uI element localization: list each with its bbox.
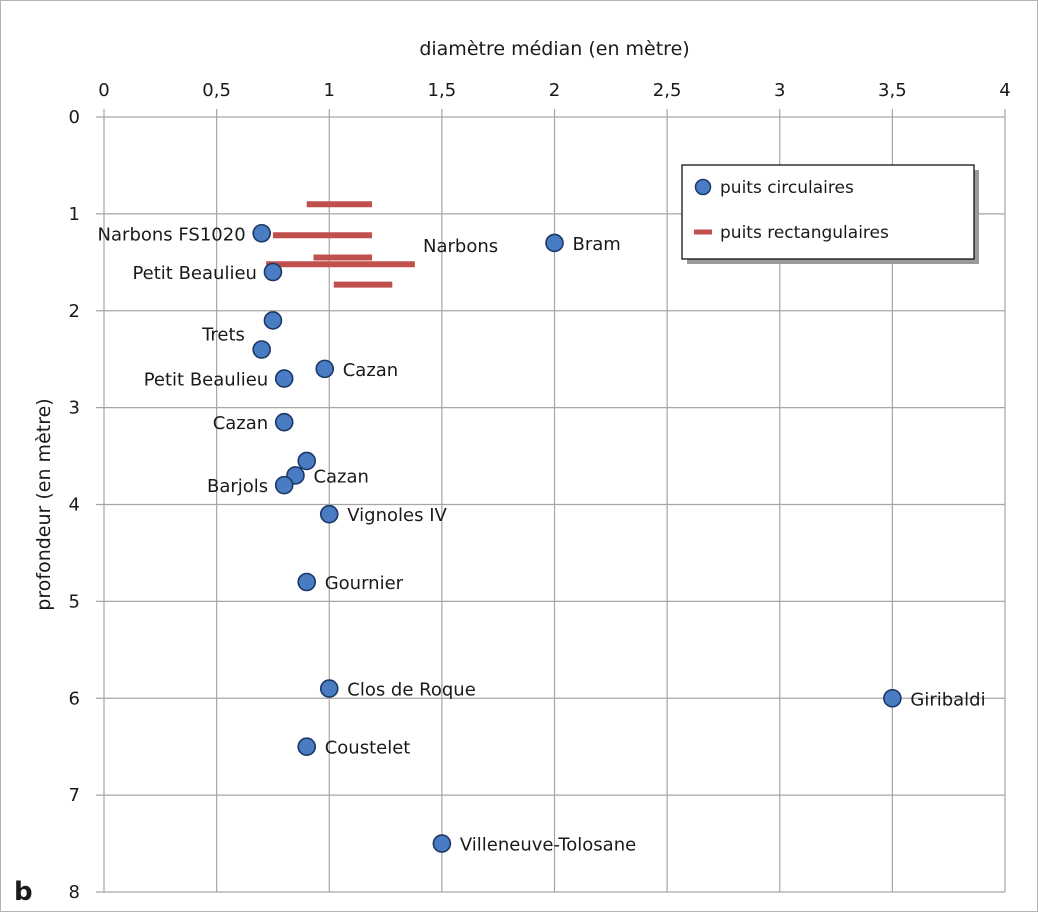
grid	[96, 109, 1006, 893]
y-tick-label: 8	[69, 882, 80, 903]
circle-well-point	[297, 737, 317, 756]
y-tick-label: 5	[69, 591, 80, 612]
rect-group-label: Narbons	[423, 236, 498, 257]
y-axis-title: profondeur (en mètre)	[33, 398, 55, 610]
point-label: Coustelet	[325, 738, 411, 759]
legend-circle-marker	[694, 178, 712, 196]
point-label: Trets	[201, 324, 245, 345]
circle-well-point	[545, 233, 564, 253]
circle-well-point	[274, 412, 294, 432]
circle-well-point	[297, 572, 317, 592]
point-label: Petit Beaulieu	[144, 370, 268, 391]
point-label: Barjols	[207, 476, 268, 497]
x-tick-label: 0,5	[202, 80, 231, 101]
y-tick-label: 4	[69, 495, 80, 516]
rect-wells-series: Narbons	[266, 201, 498, 288]
circle-well-point	[252, 340, 271, 359]
circle-well-point	[432, 834, 452, 853]
circle-well-point	[297, 451, 317, 471]
x-tick-label: 3	[774, 80, 785, 101]
x-tick-label: 1	[324, 80, 335, 101]
legend-box	[681, 164, 975, 260]
point-label: Petit Beaulieu	[132, 263, 256, 284]
point-label: Gournier	[325, 573, 404, 594]
x-tick-label: 3,5	[878, 80, 907, 101]
point-label: Cazan	[213, 413, 269, 434]
y-tick-label: 3	[69, 398, 80, 419]
circle-well-point	[883, 688, 902, 708]
circle-well-point	[274, 369, 294, 388]
point-label: Villeneuve-Tolosane	[460, 835, 636, 856]
y-tick-label: 6	[69, 688, 80, 709]
circle-well-point	[319, 679, 339, 698]
x-tick-label: 1,5	[428, 80, 457, 101]
circle-well-point	[263, 262, 283, 282]
circle-well-point	[319, 504, 339, 524]
circle-wells-series: Narbons FS1020 Bram Petit Beaulieu Trets Caz…	[98, 223, 986, 856]
point-label: Cazan	[343, 360, 399, 381]
point-label: Bram	[573, 234, 621, 255]
point-label: Giribaldi	[910, 689, 985, 710]
y-tick-label: 1	[69, 204, 80, 225]
circle-well-point	[252, 223, 271, 243]
circle-well-point	[274, 475, 294, 495]
x-tick-label: 2	[549, 80, 560, 101]
y-tick-label: 2	[69, 301, 80, 322]
point-label: Vignoles IV	[347, 505, 447, 526]
circle-well-point	[263, 311, 283, 330]
y-tick-label: 7	[69, 785, 80, 806]
circle-well-point	[315, 359, 335, 379]
x-tick-label: 4	[999, 80, 1010, 101]
legend-entry-circles: puits circulaires	[720, 178, 854, 198]
y-tick-label: 0	[69, 107, 80, 128]
x-axis-title: diamètre médian (en mètre)	[419, 38, 689, 60]
x-tick-label: 0	[98, 80, 109, 101]
point-label: Clos de Roque	[347, 680, 476, 701]
point-label: Narbons FS1020	[98, 224, 246, 245]
panel-letter: b	[14, 877, 33, 907]
legend: puits circulaires puits rectangulaires	[681, 164, 979, 264]
legend-entry-rects: puits rectangulaires	[720, 223, 889, 243]
x-tick-label: 2,5	[653, 80, 682, 101]
tick-labels: 0 0,5 1 1,5 2 2,5 3 3,5 4 0 1 2 3 4 5 6 7 8	[69, 80, 1011, 903]
point-label: Cazan	[313, 466, 369, 487]
